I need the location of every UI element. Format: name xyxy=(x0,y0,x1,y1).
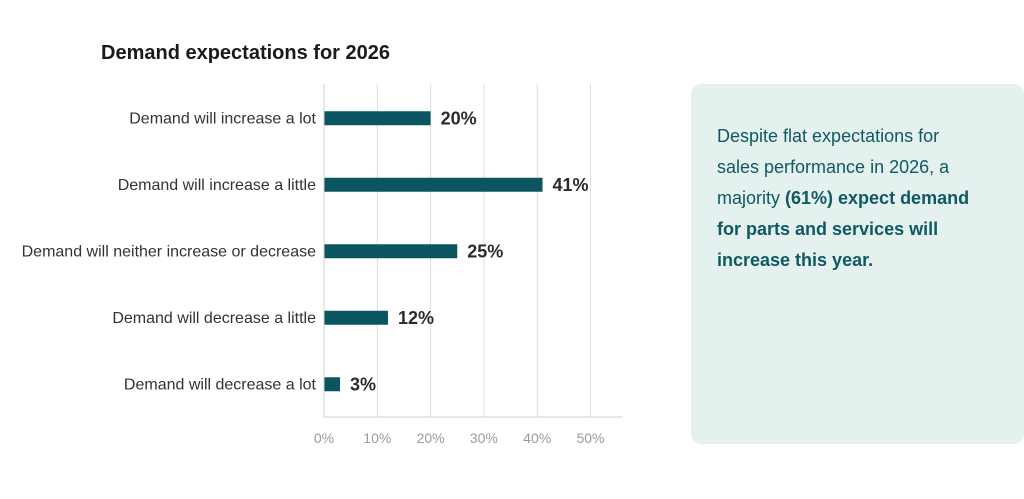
bar xyxy=(324,244,458,259)
category-label: Demand will increase a lot xyxy=(129,110,316,127)
x-tick-label: 40% xyxy=(523,430,551,446)
axes xyxy=(323,84,623,418)
chart-title: Demand expectations for 2026 xyxy=(101,42,390,64)
labels: 0% 10% 20% 30% 40% 50% Demand will increase a … xyxy=(22,108,605,446)
x-tick-label: 50% xyxy=(576,430,604,446)
value-label: 3% xyxy=(350,374,376,394)
bar xyxy=(324,177,543,192)
callout-text: Despite flat expectations for sales perf… xyxy=(717,121,984,276)
bar xyxy=(324,377,340,392)
category-label: Demand will neither increase or decrease xyxy=(22,243,316,260)
value-label: 41% xyxy=(553,175,589,195)
category-label: Demand will decrease a little xyxy=(112,310,316,327)
bar-series xyxy=(324,111,543,392)
bar xyxy=(324,310,388,325)
x-tick-label: 0% xyxy=(314,430,334,446)
value-label: 20% xyxy=(441,108,477,128)
category-label: Demand will decrease a lot xyxy=(124,376,317,393)
callout-text-regular: Despite flat expectations for sales perf… xyxy=(717,126,950,208)
callout-card: Despite flat expectations for sales perf… xyxy=(691,84,1024,444)
bar-chart: 0% 10% 20% 30% 40% 50% Demand will increase a … xyxy=(22,84,623,446)
x-tick-label: 20% xyxy=(417,430,445,446)
value-label: 12% xyxy=(398,308,434,328)
bar xyxy=(324,111,431,126)
callout-text-emphasis: (61%) expect demand for parts and servic… xyxy=(717,188,970,270)
x-tick-label: 10% xyxy=(363,430,391,446)
category-label: Demand will increase a little xyxy=(118,177,316,194)
x-tick-label: 30% xyxy=(470,430,498,446)
value-label: 25% xyxy=(467,241,503,261)
